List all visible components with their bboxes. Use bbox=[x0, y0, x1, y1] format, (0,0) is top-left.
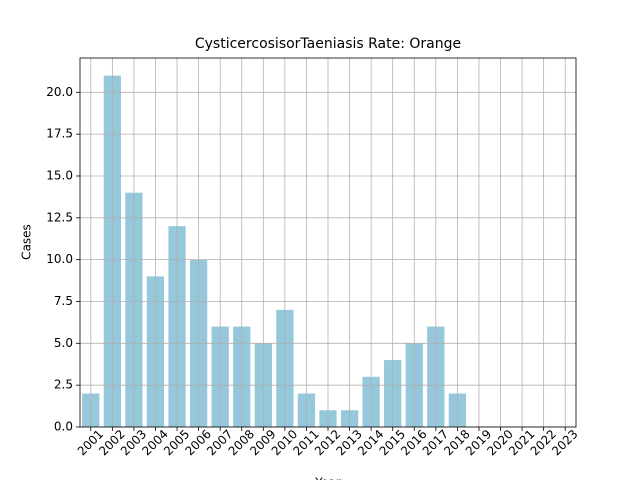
y-tick-label: 15.0 bbox=[46, 168, 73, 182]
y-tick-label: 17.5 bbox=[46, 127, 73, 141]
y-tick-label: 0.0 bbox=[54, 420, 73, 434]
plot-frame bbox=[79, 57, 577, 428]
y-tick-label: 7.5 bbox=[54, 294, 73, 308]
y-tick-label: 12.5 bbox=[46, 210, 73, 224]
y-tick-label: 2.5 bbox=[54, 378, 73, 392]
y-axis-label: Cases bbox=[20, 224, 34, 260]
y-tick-label: 20.0 bbox=[46, 85, 73, 99]
y-tick-label: 5.0 bbox=[54, 336, 73, 350]
y-tick-label: 10.0 bbox=[46, 252, 73, 266]
chart-title: CysticercosisorTaeniasis Rate: Orange bbox=[195, 36, 461, 52]
x-axis-label: Year bbox=[314, 476, 340, 480]
